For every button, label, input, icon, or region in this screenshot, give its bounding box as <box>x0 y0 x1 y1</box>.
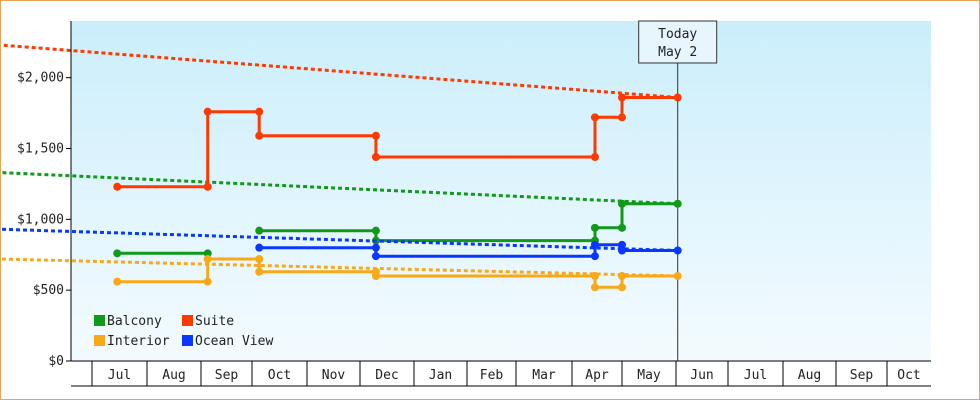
data-point <box>203 249 212 258</box>
data-point <box>255 226 264 235</box>
data-point <box>371 252 380 261</box>
data-point <box>618 272 626 280</box>
data-point <box>203 182 212 191</box>
legend-label: Balcony <box>107 314 162 329</box>
data-point <box>618 240 626 249</box>
data-point <box>590 223 599 232</box>
data-point <box>618 283 626 292</box>
x-tick-label: May <box>637 368 661 383</box>
series-projection <box>0 257 678 278</box>
series-balcony <box>0 171 682 258</box>
today-label: Today <box>658 27 697 42</box>
x-tick-label: Feb <box>480 368 504 383</box>
data-point <box>371 153 380 161</box>
today-date-label: May 2 <box>658 45 697 60</box>
series-projection <box>0 227 678 252</box>
x-tick-label: Sep <box>850 368 874 383</box>
data-point <box>590 272 599 280</box>
x-tick-label: Sep <box>215 368 239 383</box>
series-projection <box>0 43 678 99</box>
x-tick-label: Aug <box>162 368 185 383</box>
x-tick-label: Aug <box>798 368 821 383</box>
legend-swatch <box>182 335 193 346</box>
data-point <box>673 199 682 208</box>
x-tick-label: Jul <box>108 368 131 383</box>
legend-swatch <box>94 335 105 346</box>
data-point <box>203 255 212 263</box>
legend-swatch <box>182 315 193 326</box>
today-label-box <box>638 20 718 64</box>
x-tick-label: Dec <box>375 368 398 383</box>
data-point <box>203 107 212 116</box>
plot-background <box>71 21 931 361</box>
data-point <box>255 107 264 116</box>
legend-label: Suite <box>195 314 234 329</box>
series-projection <box>0 171 678 206</box>
data-point <box>618 246 626 255</box>
data-point <box>590 240 599 249</box>
data-point <box>673 246 682 255</box>
data-point <box>673 272 682 280</box>
legend-label: Interior <box>107 334 170 349</box>
x-axis: Jul Aug Sep Oct Nov Dec Jan Feb Mar Apr May Jun Jul A… <box>71 360 931 387</box>
y-axis: $0 $500 $1,000 $1,500 $2,000 <box>17 21 72 369</box>
data-point <box>673 93 682 102</box>
y-tick-label: $1,500 <box>17 142 64 157</box>
data-point <box>255 131 264 140</box>
series-layer <box>0 43 682 292</box>
data-point <box>371 131 380 140</box>
data-point <box>618 113 626 122</box>
series-interior <box>0 255 682 292</box>
series-ocean-view <box>0 227 682 261</box>
y-tick-label: $500 <box>33 283 64 298</box>
data-point <box>113 182 122 191</box>
data-point <box>618 199 626 208</box>
data-point <box>371 226 380 235</box>
x-tick-label: Jul <box>744 368 767 383</box>
data-point <box>113 249 122 258</box>
data-point <box>371 272 380 280</box>
x-tick-label: Mar <box>532 368 556 383</box>
x-tick-label: Oct <box>268 368 291 383</box>
data-point <box>113 277 122 286</box>
data-point <box>618 93 626 102</box>
y-tick-label: $1,000 <box>17 212 64 227</box>
y-tick-label: $0 <box>48 354 64 369</box>
y-tick-label: $2,000 <box>17 71 64 86</box>
x-tick-label: Apr <box>585 368 609 383</box>
x-tick-label: Oct <box>897 368 920 383</box>
data-point <box>203 277 212 286</box>
data-point <box>618 223 626 232</box>
x-tick-label: Nov <box>322 368 346 383</box>
x-tick-label: Jun <box>690 368 713 383</box>
legend: Balcony Suite Interior Ocean View <box>94 314 273 349</box>
series-suite <box>0 43 682 191</box>
data-point <box>255 243 264 252</box>
data-point <box>255 255 264 263</box>
data-point <box>590 283 599 292</box>
data-point <box>371 243 380 252</box>
x-tick-label: Jan <box>429 368 452 383</box>
legend-label: Ocean View <box>195 334 273 349</box>
data-point <box>255 267 264 276</box>
data-point <box>590 252 599 261</box>
data-point <box>590 153 599 161</box>
data-point <box>590 113 599 122</box>
today-marker: Today May 2 <box>638 20 718 361</box>
legend-swatch <box>94 315 105 326</box>
